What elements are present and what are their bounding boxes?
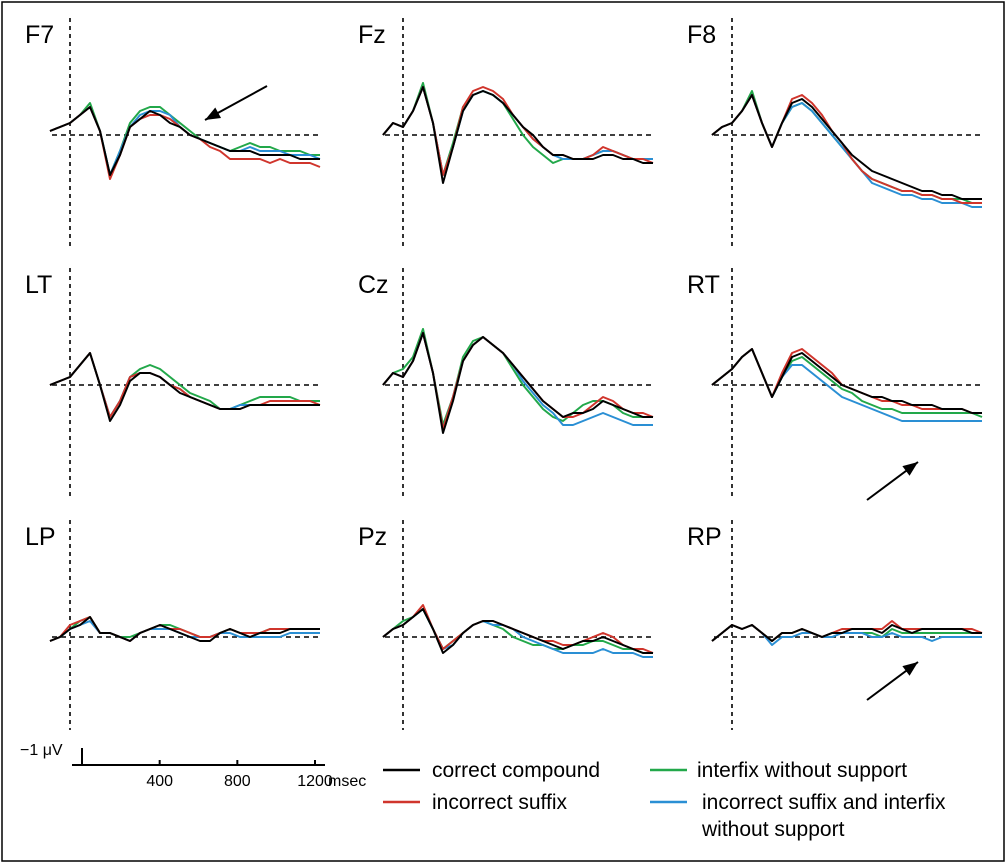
electrode-label: RP [687, 523, 722, 551]
time-tick-label: 800 [224, 773, 251, 790]
waveform-correct-compound [49, 616, 320, 642]
waveform-incorrect-suffix-and-interfix-without-support [49, 106, 321, 176]
electrode-label: RT [687, 271, 720, 299]
panel-cz: Cz [358, 268, 654, 500]
waveform-interfix-without-support [711, 90, 982, 204]
arrow-icon [866, 461, 919, 501]
scale-bar: −1 μV 400 800 1200 msec [20, 742, 366, 790]
legend-label-interfix-without-support: interfix without support [697, 759, 907, 782]
waveform-interfix-without-support [711, 348, 983, 418]
panel-grid: F7 Fz F8 LT Cz RT LP Pz RP [25, 18, 983, 730]
electrode-label: LT [25, 271, 52, 299]
time-unit-label: msec [328, 773, 366, 790]
time-tick-label: 400 [146, 773, 173, 790]
waveform-incorrect-suffix-and-interfix-without-support [382, 332, 653, 430]
waveform-correct-compound [382, 332, 653, 434]
legend: correct compound incorrect suffix interf… [383, 759, 946, 841]
panel-f8: F8 [687, 18, 982, 250]
legend-label-incorrect-suffix: incorrect suffix [432, 791, 567, 814]
time-ticks [158, 760, 316, 765]
legend-label-incorrect-suffix-and-interfix: incorrect suffix and interfix without sup… [701, 791, 946, 841]
waveform-interfix-without-support [382, 328, 653, 426]
waveform-incorrect-suffix-and-interfix-without-support [382, 608, 653, 658]
panel-fz: Fz [358, 18, 654, 250]
waveform-incorrect-suffix [711, 348, 982, 414]
waveform-correct-compound [382, 86, 653, 184]
waveform-incorrect-suffix [49, 106, 321, 180]
panel-rt: RT [687, 268, 983, 500]
waveform-incorrect-suffix [382, 86, 654, 176]
waveform-incorrect-suffix [382, 332, 654, 430]
annotation-arrows [204, 85, 919, 701]
panel-lt: LT [25, 268, 321, 500]
waveform-correct-compound [711, 348, 982, 414]
electrode-label: Pz [358, 523, 387, 551]
arrow-icon [204, 85, 268, 121]
waveform-correct-compound [711, 94, 982, 200]
electrode-label: F8 [687, 21, 716, 49]
panel-rp: RP [687, 520, 983, 730]
electrode-label: Fz [358, 21, 386, 49]
panel-f7: F7 [25, 18, 321, 250]
waveform-correct-compound [382, 608, 653, 654]
amplitude-scale-label: −1 μV [20, 742, 63, 759]
waveform-correct-compound [49, 352, 320, 422]
electrode-label: Cz [358, 271, 389, 299]
legend-label-correct-compound: correct compound [432, 759, 600, 782]
panel-lp: LP [25, 520, 320, 730]
waveform-correct-compound [711, 624, 982, 642]
waveform-interfix-without-support [49, 102, 320, 176]
waveform-incorrect-suffix-and-interfix-without-support [382, 86, 653, 176]
panel-pz: Pz [358, 520, 654, 730]
electrode-label: F7 [25, 21, 54, 49]
waveform-correct-compound [49, 106, 320, 176]
arrow-icon [866, 661, 919, 701]
electrode-label: LP [25, 523, 56, 551]
waveform-interfix-without-support [382, 82, 653, 176]
time-tick-label: 1200 [297, 773, 333, 790]
